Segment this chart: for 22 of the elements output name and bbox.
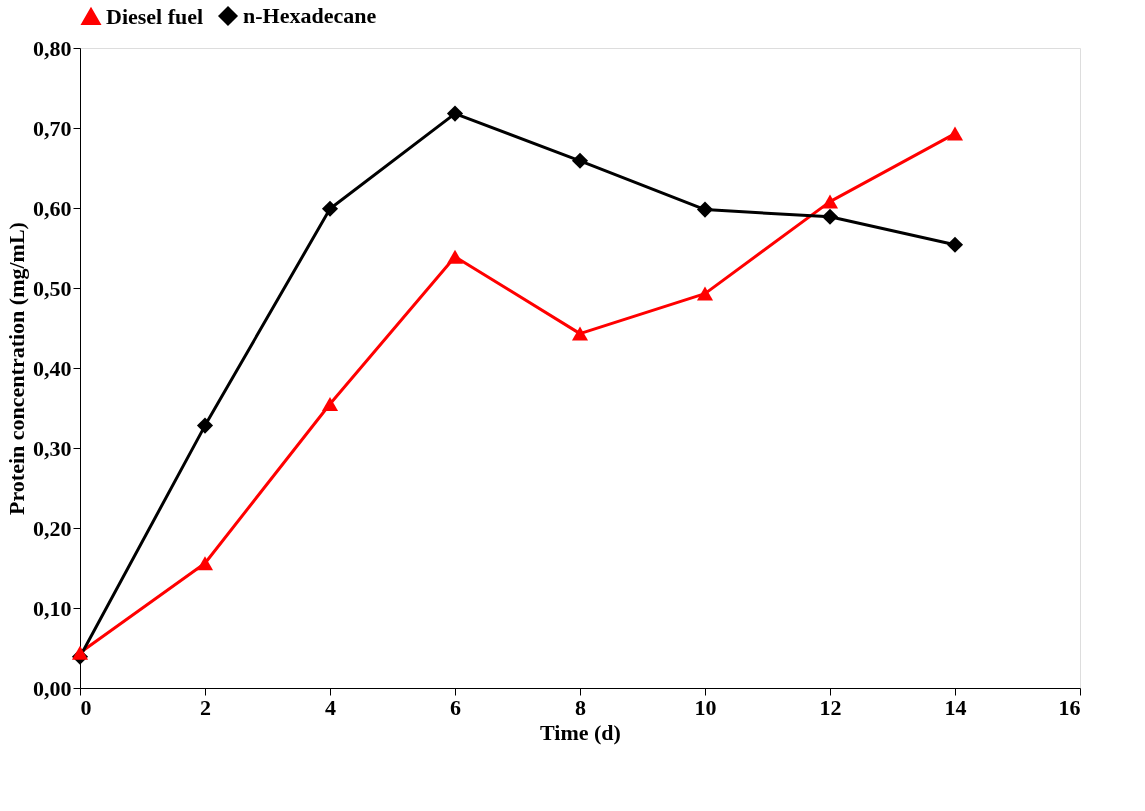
legend-label: n-Hexadecane	[243, 3, 377, 29]
y-tick-label: 0,10	[33, 595, 72, 621]
x-tick-label: 0	[80, 694, 92, 720]
x-tick-label: 14	[944, 694, 967, 720]
x-tick-label: 16	[1058, 694, 1081, 720]
y-tick-label: 0,00	[33, 675, 72, 701]
legend-label: Diesel fuel	[106, 3, 204, 29]
y-tick-label: 0,40	[33, 355, 72, 381]
x-tick-label: 8	[575, 694, 586, 720]
y-tick-label: 0,50	[33, 275, 72, 301]
x-tick-label: 12	[819, 694, 842, 720]
x-tick-label: 6	[450, 694, 461, 720]
y-tick-label: 0,70	[33, 115, 72, 141]
y-tick-label: 0,30	[33, 435, 72, 461]
x-tick-label: 4	[325, 694, 336, 720]
x-axis-title: Time (d)	[540, 719, 621, 745]
x-tick-label: 10	[694, 694, 717, 720]
y-tick-label: 0,80	[33, 35, 72, 61]
x-tick-label: 2	[200, 694, 211, 720]
y-axis-title: Protein concentration (mg/mL)	[4, 222, 29, 515]
y-tick-label: 0,20	[33, 515, 72, 541]
y-tick-label: 0,60	[33, 195, 72, 221]
